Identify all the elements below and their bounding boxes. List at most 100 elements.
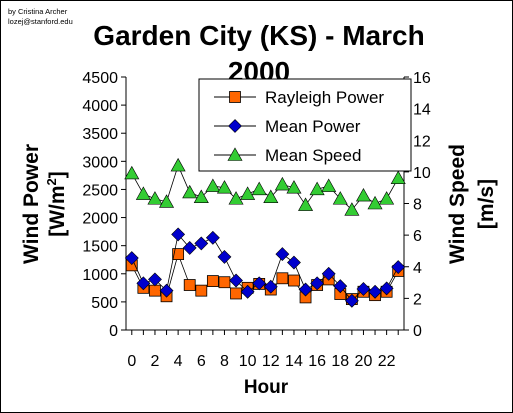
- data-point: [182, 184, 198, 199]
- y-axis-right-unit: [m/s]: [475, 179, 498, 229]
- x-tick-label: 14: [285, 353, 303, 370]
- legend-marker: [229, 91, 241, 103]
- data-point: [332, 191, 348, 205]
- y-left-tick-label: 2500: [82, 182, 118, 199]
- data-point: [288, 274, 300, 287]
- y-right-tick-label: 14: [413, 102, 431, 119]
- data-point: [379, 191, 395, 205]
- x-tick-label: 12: [262, 353, 280, 370]
- y-right-tick-label: 12: [413, 133, 431, 150]
- credit-email: lozej@stanford.edu: [8, 17, 73, 26]
- data-point: [217, 249, 232, 264]
- y-left-tick-label: 0: [109, 323, 118, 340]
- legend-label: Mean Speed: [265, 146, 361, 165]
- chart-title-line1: Garden City (KS) - March: [93, 20, 424, 51]
- legend-marker: [228, 119, 242, 133]
- data-point: [240, 284, 255, 299]
- data-point: [183, 279, 196, 291]
- data-point: [216, 180, 232, 194]
- data-point: [228, 191, 244, 205]
- legend-label: Rayleigh Power: [265, 88, 384, 107]
- data-point: [205, 230, 220, 245]
- x-tick-label: 0: [127, 353, 136, 370]
- data-point: [135, 186, 151, 200]
- y-axis-left-unit-suffix: ]: [46, 171, 69, 178]
- data-point: [159, 194, 175, 208]
- data-point: [310, 276, 325, 291]
- data-point: [275, 247, 290, 262]
- data-point: [263, 279, 278, 294]
- data-point: [193, 189, 209, 203]
- x-axis-title: Hour: [244, 377, 289, 398]
- data-point: [274, 176, 290, 191]
- data-point: [251, 181, 267, 196]
- data-point: [390, 170, 406, 184]
- y-right-tick-label: 4: [413, 260, 422, 277]
- data-point: [276, 272, 289, 285]
- data-point: [252, 276, 267, 291]
- x-tick-label: 8: [220, 353, 229, 370]
- data-point: [159, 283, 174, 298]
- data-point: [344, 202, 360, 216]
- data-point: [391, 260, 406, 274]
- data-point: [124, 251, 139, 265]
- y-left-tick-label: 3000: [82, 154, 118, 171]
- data-point: [298, 197, 314, 211]
- y-axis-left-unit-sup: 2: [44, 178, 59, 185]
- y-right-tick-label: 0: [413, 323, 422, 340]
- data-point: [149, 284, 161, 297]
- data-point: [368, 284, 382, 299]
- y-axis-left-unit: [W/m2]: [44, 171, 69, 237]
- series-mean-power: [124, 227, 406, 308]
- legend: Rayleigh Power Mean Power Mean Speed: [198, 78, 412, 172]
- y-right-tick-label: 6: [413, 228, 422, 245]
- x-tick-label: 2: [151, 353, 160, 370]
- x-tick-label: 6: [197, 353, 206, 370]
- data-point: [309, 181, 325, 196]
- data-point: [286, 180, 302, 194]
- y-left-tick-label: 2000: [82, 211, 118, 228]
- data-point: [379, 281, 394, 296]
- y-axis-right-label: Wind Speed: [446, 144, 469, 264]
- x-tick-label: 20: [355, 353, 373, 370]
- data-point: [147, 191, 163, 205]
- data-point: [194, 236, 209, 251]
- data-point: [124, 165, 140, 180]
- y-right-tick-label: 2: [413, 291, 422, 308]
- data-point: [229, 273, 243, 288]
- y-left-tick-label: 4500: [82, 70, 118, 87]
- series-line: [131, 164, 399, 211]
- data-point: [206, 275, 219, 287]
- y-axis-right-title: Wind Speed: [446, 144, 469, 264]
- legend-marker: [227, 147, 243, 161]
- x-tick-label: 18: [331, 353, 349, 370]
- data-point: [172, 248, 185, 261]
- data-point: [367, 195, 383, 210]
- data-point: [136, 276, 151, 291]
- y-axis-left-label: Wind Power: [20, 144, 43, 264]
- plot-area: 0500100015002000250030003500400045000246…: [82, 70, 430, 370]
- data-point: [298, 282, 313, 297]
- y-right-tick-label: 10: [413, 165, 431, 182]
- data-point: [240, 186, 256, 200]
- data-point: [195, 284, 208, 297]
- y-left-tick-label: 1000: [82, 267, 118, 284]
- data-point: [230, 287, 242, 300]
- x-tick-label: 4: [174, 353, 183, 370]
- data-point: [333, 279, 348, 294]
- y-left-tick-label: 3500: [82, 126, 118, 143]
- y-axis-left-title: Wind Power: [20, 144, 43, 264]
- y-left-tick-label: 4000: [82, 98, 118, 115]
- legend-label: Mean Power: [265, 117, 361, 136]
- y-axis-left-unit-prefix: [W/m: [46, 185, 69, 236]
- credit-author: by Cristina Archer: [8, 7, 68, 16]
- data-point: [287, 255, 301, 270]
- data-point: [171, 227, 186, 242]
- data-point: [321, 266, 336, 281]
- y-right-tick-label: 8: [413, 197, 422, 214]
- data-point: [170, 157, 186, 172]
- data-point: [218, 276, 231, 289]
- svg-text:[W/m2]: [W/m2]: [44, 171, 69, 237]
